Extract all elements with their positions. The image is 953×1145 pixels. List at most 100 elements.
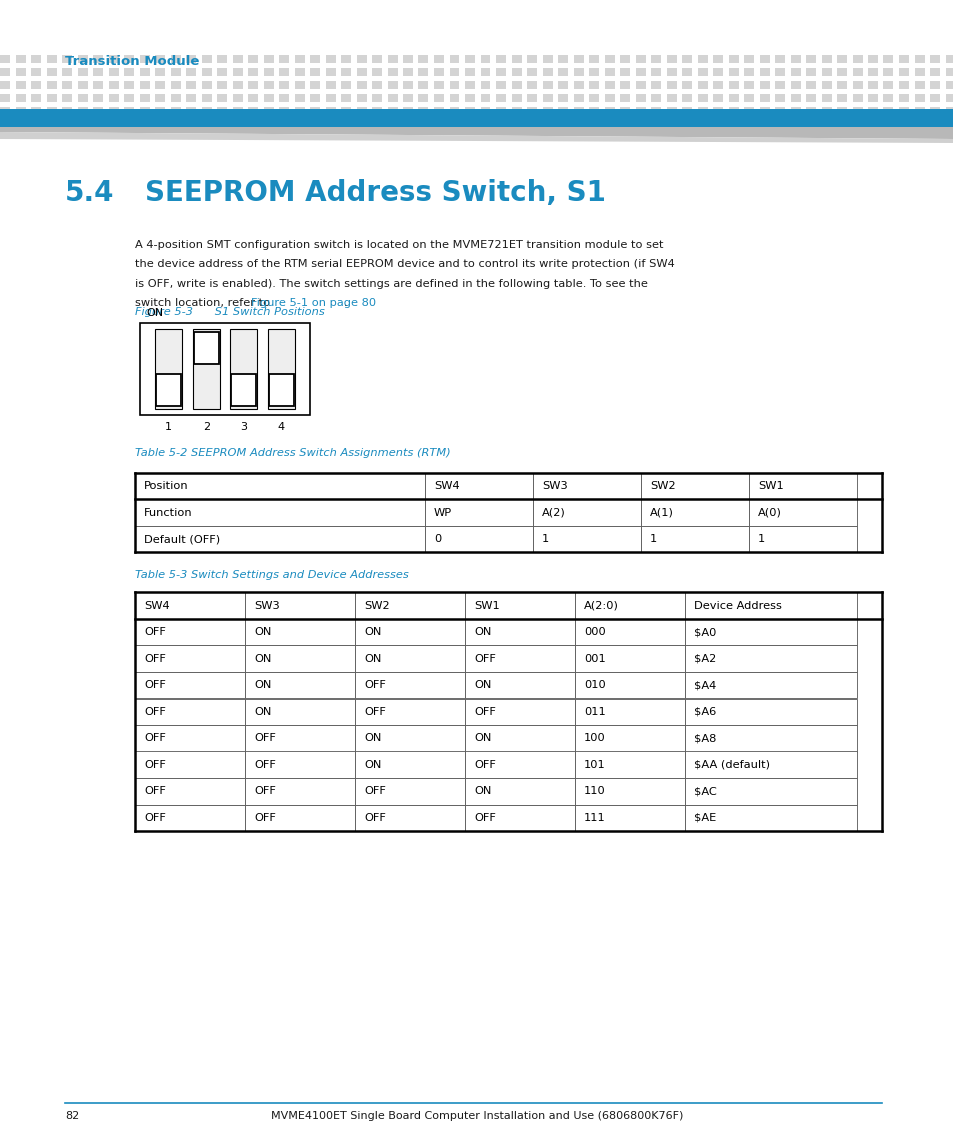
Bar bbox=[684, 725, 856, 751]
Bar bbox=[511, 81, 521, 89]
Bar bbox=[619, 95, 629, 102]
Text: Position: Position bbox=[144, 481, 189, 491]
Bar bbox=[216, 69, 227, 76]
Text: $A8: $A8 bbox=[693, 733, 716, 743]
Text: $AE: $AE bbox=[693, 813, 716, 823]
Bar bbox=[480, 81, 490, 89]
Bar bbox=[533, 526, 640, 553]
Text: 5.4: 5.4 bbox=[65, 179, 114, 207]
Text: 1: 1 bbox=[649, 535, 657, 544]
Bar bbox=[263, 95, 274, 102]
Text: 4: 4 bbox=[277, 423, 285, 432]
Text: .: . bbox=[344, 299, 348, 308]
Bar bbox=[310, 95, 319, 102]
Bar bbox=[542, 108, 552, 114]
Bar bbox=[186, 69, 195, 76]
Text: OFF: OFF bbox=[364, 680, 385, 690]
Bar bbox=[852, 108, 862, 114]
Bar bbox=[387, 69, 397, 76]
Bar bbox=[340, 69, 351, 76]
Bar bbox=[929, 81, 939, 89]
Bar bbox=[135, 526, 424, 553]
Bar bbox=[635, 95, 645, 102]
Bar bbox=[0, 108, 10, 114]
Bar bbox=[310, 108, 319, 114]
Bar bbox=[268, 329, 294, 409]
Bar bbox=[511, 55, 521, 63]
Bar bbox=[155, 329, 182, 409]
Bar bbox=[898, 69, 908, 76]
Bar bbox=[15, 55, 26, 63]
Bar bbox=[526, 81, 537, 89]
Bar bbox=[193, 332, 218, 364]
Bar bbox=[248, 95, 257, 102]
Bar bbox=[434, 108, 443, 114]
Bar bbox=[30, 108, 41, 114]
Bar bbox=[30, 95, 41, 102]
Bar bbox=[124, 55, 133, 63]
Bar bbox=[575, 646, 684, 672]
Bar bbox=[681, 95, 691, 102]
Bar bbox=[245, 672, 355, 698]
Bar bbox=[171, 95, 180, 102]
Bar bbox=[294, 55, 304, 63]
Bar bbox=[171, 108, 180, 114]
Bar bbox=[759, 81, 769, 89]
Text: SW1: SW1 bbox=[758, 481, 783, 491]
Bar bbox=[139, 108, 150, 114]
Bar bbox=[666, 55, 676, 63]
Bar bbox=[635, 55, 645, 63]
Text: OFF: OFF bbox=[144, 733, 166, 743]
Bar bbox=[712, 55, 722, 63]
Bar bbox=[92, 81, 103, 89]
Bar bbox=[216, 95, 227, 102]
Bar bbox=[929, 69, 939, 76]
Bar bbox=[573, 55, 583, 63]
Bar bbox=[77, 55, 88, 63]
Bar bbox=[575, 725, 684, 751]
Text: SW4: SW4 bbox=[144, 601, 170, 610]
Bar bbox=[355, 725, 464, 751]
Bar bbox=[929, 108, 939, 114]
Bar bbox=[697, 55, 707, 63]
Bar bbox=[233, 69, 242, 76]
Text: 010: 010 bbox=[583, 680, 605, 690]
Bar bbox=[480, 95, 490, 102]
Text: OFF: OFF bbox=[364, 706, 385, 717]
Bar bbox=[15, 69, 26, 76]
Bar bbox=[681, 108, 691, 114]
Bar bbox=[15, 95, 26, 102]
Bar bbox=[124, 69, 133, 76]
Bar bbox=[278, 55, 289, 63]
Bar bbox=[356, 55, 366, 63]
Bar bbox=[604, 55, 614, 63]
Bar bbox=[154, 69, 165, 76]
Bar bbox=[30, 55, 41, 63]
Text: 011: 011 bbox=[583, 706, 605, 717]
Bar bbox=[852, 95, 862, 102]
Bar bbox=[216, 55, 227, 63]
Bar bbox=[588, 81, 598, 89]
Bar bbox=[186, 95, 195, 102]
Text: Default (OFF): Default (OFF) bbox=[144, 535, 220, 544]
Text: OFF: OFF bbox=[474, 813, 496, 823]
Bar bbox=[263, 81, 274, 89]
Bar bbox=[372, 55, 381, 63]
Bar bbox=[748, 499, 856, 526]
Bar bbox=[201, 95, 212, 102]
Bar bbox=[650, 95, 660, 102]
Bar bbox=[135, 805, 245, 831]
Bar bbox=[821, 108, 831, 114]
Bar bbox=[418, 95, 428, 102]
Bar bbox=[387, 95, 397, 102]
Bar bbox=[805, 55, 815, 63]
Bar bbox=[135, 698, 245, 725]
Bar bbox=[914, 108, 923, 114]
Bar bbox=[124, 81, 133, 89]
Bar bbox=[697, 81, 707, 89]
Bar bbox=[15, 108, 26, 114]
Bar bbox=[558, 55, 567, 63]
Text: SW3: SW3 bbox=[253, 601, 279, 610]
Bar bbox=[278, 69, 289, 76]
Bar bbox=[480, 69, 490, 76]
